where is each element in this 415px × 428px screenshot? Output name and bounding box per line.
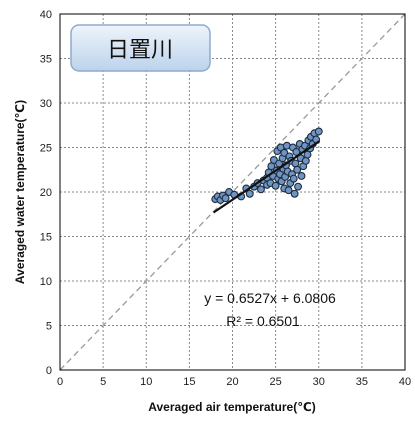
x-tick-labels: 0 5 10 15 20 25 30 35 40	[57, 376, 411, 388]
data-point	[289, 174, 298, 183]
data-point	[257, 185, 265, 194]
y-tick-label: 10	[40, 276, 52, 288]
y-tick-label: 20	[40, 187, 52, 199]
trendline	[212, 140, 321, 214]
y-tick-label: 15	[40, 232, 52, 244]
y-tick-label: 40	[40, 9, 52, 21]
station-label-box	[70, 24, 211, 72]
x-tick-label: 25	[270, 376, 282, 388]
y-tick-label: 5	[46, 321, 52, 333]
trendline-equation: y = 0.6527x + 6.0806	[204, 290, 336, 306]
x-tick-label: 30	[313, 376, 325, 388]
data-point	[294, 182, 302, 191]
y-axis-title: Averaged water temperature(℃)	[13, 100, 27, 284]
data-point	[314, 127, 323, 136]
data-point	[290, 189, 299, 198]
x-tick-label: 40	[399, 376, 411, 388]
plot-border	[59, 13, 406, 371]
y-tick-label: 25	[40, 143, 52, 155]
x-tick-label: 0	[57, 376, 63, 388]
data-point	[297, 172, 306, 180]
x-tick-label: 5	[100, 376, 106, 388]
y-tick-label: 0	[46, 365, 52, 377]
data-point	[293, 165, 302, 174]
x-tick-label: 20	[226, 376, 238, 388]
trendline-group	[212, 140, 321, 214]
y-tick-labels: 0 5 10 15 20 25 30 35 40	[40, 9, 52, 377]
x-tick-label: 35	[356, 376, 368, 388]
x-tick-label: 10	[140, 376, 152, 388]
data-points	[211, 127, 323, 204]
data-point	[221, 194, 230, 203]
x-axis-title: Averaged air temperature(℃)	[148, 400, 315, 414]
y-tick-label: 35	[40, 54, 52, 66]
data-point	[271, 181, 280, 190]
data-point	[284, 186, 293, 195]
station-label: 日置川	[107, 38, 173, 63]
reference-line-group	[59, 13, 406, 371]
reference-line	[59, 13, 406, 371]
data-point	[245, 189, 254, 198]
x-tick-label: 15	[183, 376, 195, 388]
y-tick-label: 30	[40, 98, 52, 110]
r-squared-label: R² = 0.6501	[226, 313, 300, 329]
